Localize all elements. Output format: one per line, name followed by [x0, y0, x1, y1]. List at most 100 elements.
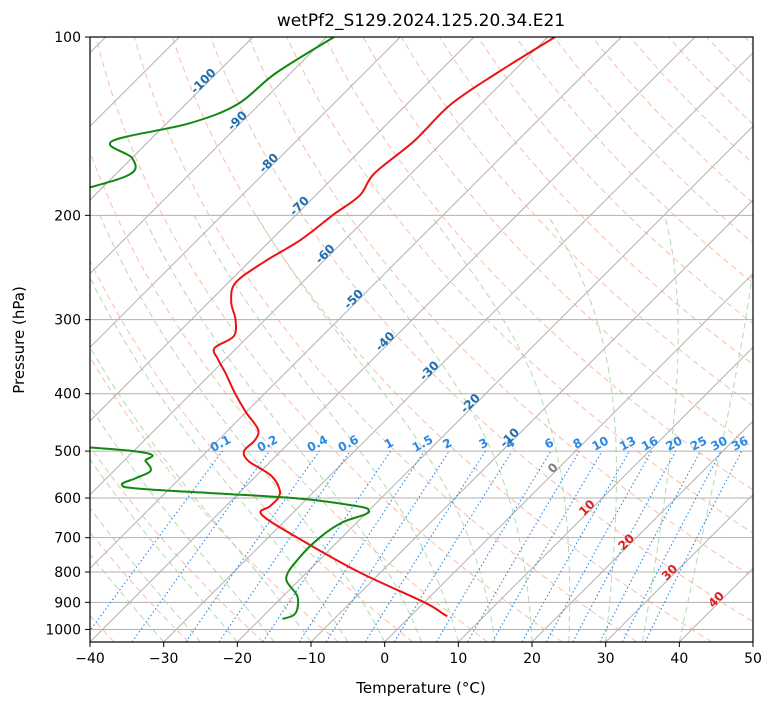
isotherm-label: 30 [659, 562, 681, 584]
series-lines [90, 37, 556, 620]
x-tick-label: 20 [523, 651, 541, 667]
isotherm-line [605, 493, 753, 642]
moist-adiabat-line [90, 458, 238, 642]
isotherm-line [90, 37, 401, 349]
x-axis-title: Temperature (°C) [355, 679, 485, 697]
isotherm-line [457, 346, 753, 642]
mixing-ratio-line [325, 450, 450, 642]
mixing-ratio-label: 6 [542, 435, 556, 451]
isotherm-label: 40 [705, 589, 727, 611]
moist-adiabat-line [193, 215, 459, 642]
y-tick-label: 300 [54, 313, 81, 329]
dry-adiabat-line [706, 37, 753, 86]
isotherm-line [678, 567, 753, 642]
mixing-ratio-line [521, 450, 630, 642]
mixing-ratio-line [435, 450, 552, 642]
isotherm-line [90, 37, 549, 496]
mixing-ratio-label: 36 [729, 433, 750, 453]
isotherm-label: -10 [497, 425, 522, 450]
moist-adiabat-line [90, 507, 201, 642]
dry-adiabat-line [744, 37, 753, 47]
mixing-ratio-line [545, 450, 653, 642]
mixing-ratio-line [393, 450, 513, 642]
mixing-ratio-line [467, 450, 580, 642]
moist-adiabat-line [255, 215, 496, 642]
isotherm-label: -80 [256, 150, 281, 175]
isotherm-label: -60 [312, 241, 337, 266]
dry-adiabat-line [553, 37, 753, 244]
mixing-ratio-line [218, 450, 351, 642]
mixing-ratio-line [262, 450, 392, 642]
plot-frame [89, 36, 754, 643]
moist-adiabat-line [333, 215, 533, 642]
mixing-ratio-line [644, 450, 743, 642]
isotherm-label: -100 [188, 66, 219, 97]
mixing-ratio-label: 10 [590, 433, 611, 453]
dry-adiabat-line [90, 356, 339, 642]
isotherm-label: -50 [341, 286, 366, 311]
dewpoint-line [90, 37, 371, 620]
dry-adiabat-line [90, 445, 264, 642]
moist-adiabat-line [430, 215, 571, 642]
y-tick-label: 1000 [45, 622, 81, 638]
dry-adiabat-line [591, 37, 753, 204]
mixing-ratio-label: 30 [708, 433, 729, 453]
moist-adiabat-line [678, 265, 753, 642]
isotherm-line [163, 51, 753, 642]
moist-adiabat-line [547, 215, 617, 642]
isotherm-line [90, 37, 328, 275]
dry-adiabat-line [286, 37, 753, 534]
isotherm-line [90, 37, 254, 201]
isotherm-label: 20 [615, 531, 637, 553]
temperature-line [212, 37, 556, 618]
dry-adiabat-line [248, 37, 753, 578]
mixing-ratio-line [131, 450, 270, 642]
y-tick-label: 800 [54, 565, 81, 581]
isotherm-label: -90 [225, 108, 250, 133]
mixing-ratio-line [572, 450, 677, 642]
dry-adiabat-line [668, 37, 753, 125]
dry-adiabat-line [210, 37, 753, 623]
moist-adiabat-line [90, 553, 165, 642]
x-tick-label: 40 [670, 651, 688, 667]
mixing-ratio-line [185, 450, 320, 642]
y-tick-label: 400 [54, 387, 81, 403]
dry-adiabat-line [515, 37, 753, 284]
mixing-ratio-line [364, 450, 486, 642]
dry-adiabat-line [324, 37, 753, 491]
moist-adiabat-line [90, 345, 312, 642]
chart-title: wetPf2_S129.2024.125.20.34.E21 [277, 11, 565, 31]
y-tick-label: 900 [54, 595, 81, 611]
dry-adiabat-line [90, 531, 190, 642]
x-tick-label: −40 [75, 651, 105, 667]
y-tick-label: 200 [54, 208, 81, 224]
dry-adiabat-line [90, 259, 414, 642]
mixing-ratio-label: 13 [617, 433, 638, 453]
moist-adiabat-line [90, 405, 275, 642]
x-tick-label: 10 [449, 651, 467, 667]
x-tick-label: 0 [380, 651, 389, 667]
y-axis-title: Pressure (hPa) [10, 286, 28, 394]
mixing-ratio-line [599, 450, 701, 642]
mixing-ratio-label: 16 [639, 433, 660, 453]
y-tick-label: 500 [54, 444, 81, 460]
mixing-ratio-label: 25 [688, 433, 709, 453]
isotherm-line [531, 420, 753, 642]
isotherm-line [384, 272, 753, 642]
mixing-ratio-line [90, 450, 223, 632]
moist-adiabat-line [142, 215, 422, 642]
isotherm-line [752, 641, 753, 642]
x-tick-label: −20 [223, 651, 253, 667]
dry-adiabat-line [90, 150, 488, 642]
x-tick-label: −30 [149, 651, 179, 667]
x-axis: −40 −30 −20 −10 0 10 20 30 40 50 [75, 642, 762, 667]
isopleth-labels: 0.1 0.2 0.4 0.6 1 1.5 2 3 4 6 8 10 13 16 20 25 30 36-100-… [188, 66, 751, 611]
y-axis: 100 200 300 400 500 600 700 800 900 1000 [45, 30, 90, 638]
mixing-ratio-label: 2 [440, 435, 454, 451]
moist-adiabat-line [642, 215, 679, 642]
isotherm-label: -30 [417, 358, 442, 383]
x-tick-label: −10 [296, 651, 326, 667]
dry-adiabat-line [171, 37, 712, 642]
isotherm-line [90, 37, 622, 570]
dry-adiabat-line [133, 37, 638, 642]
